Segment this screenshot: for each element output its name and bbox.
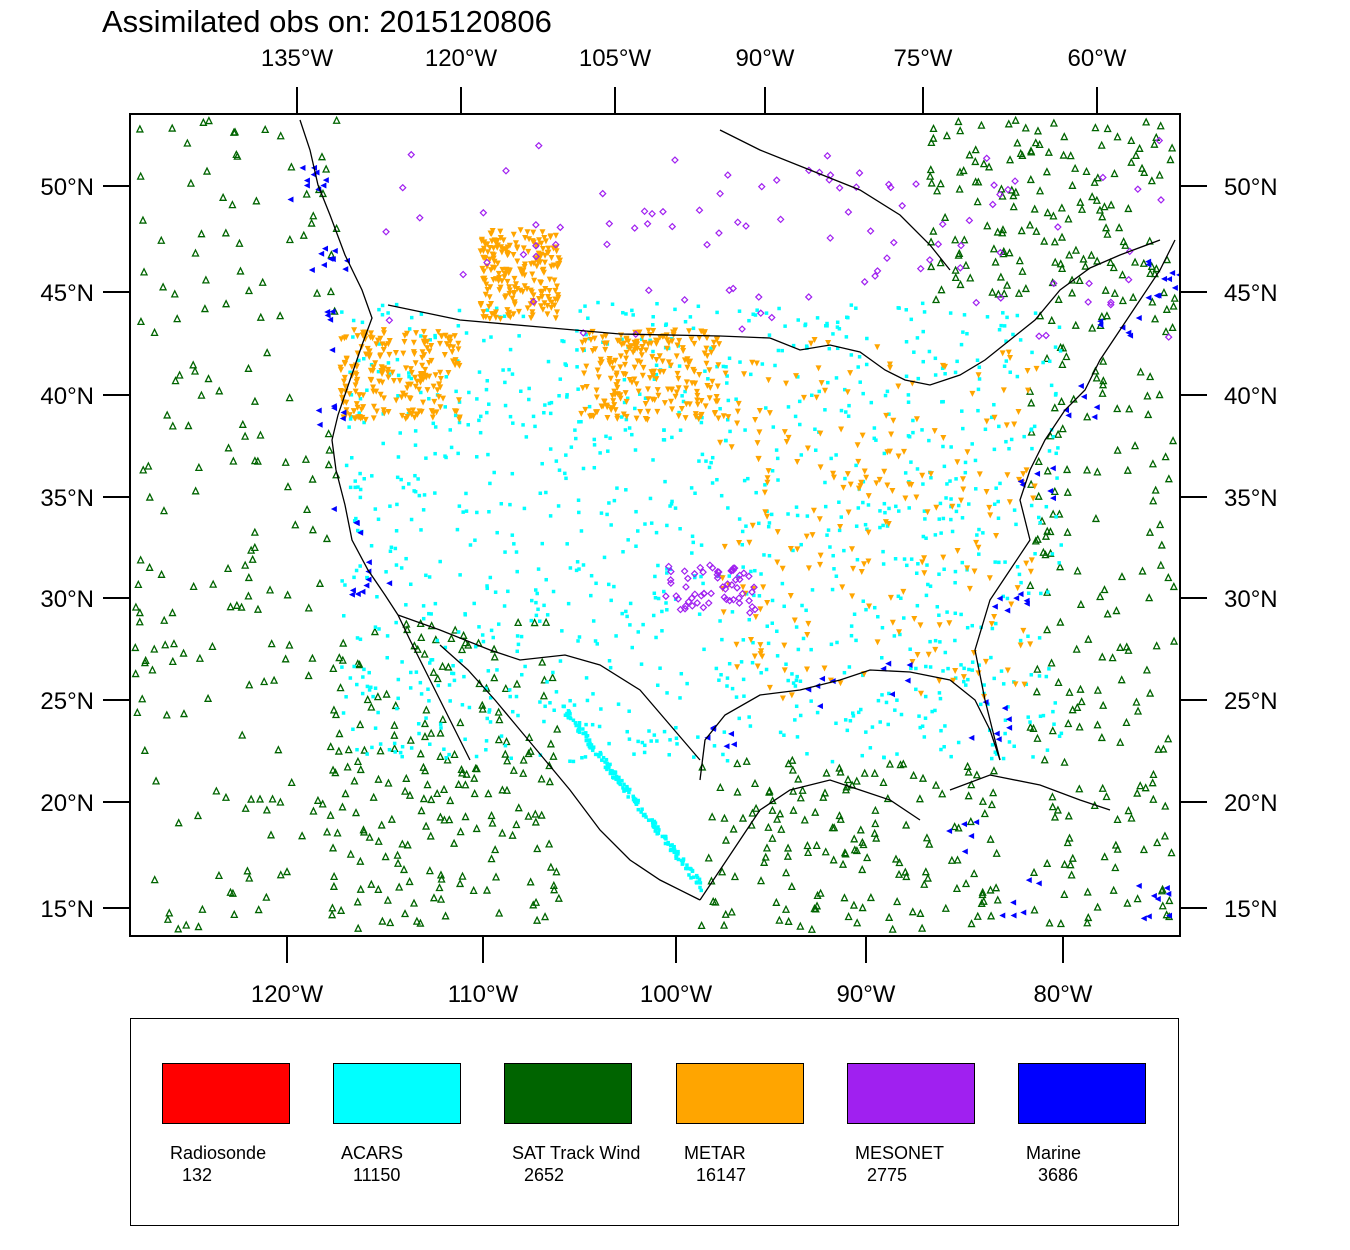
left-lat-label: 40°N xyxy=(40,383,94,410)
legend-swatch xyxy=(162,1063,290,1124)
right-lat-label: 35°N xyxy=(1224,485,1278,512)
right-lat-label: 20°N xyxy=(1224,790,1278,817)
legend-count: 3686 xyxy=(1038,1165,1079,1185)
legend: Radiosonde 132 ACARS 11150 SAT Track Wind 265… xyxy=(130,1018,1179,1226)
gulf-coast xyxy=(699,669,1001,781)
left-lat-label: 45°N xyxy=(40,280,94,307)
right-lat-label: 15°N xyxy=(1224,896,1278,923)
legend-count: 2652 xyxy=(524,1165,565,1185)
yucatan-coast xyxy=(699,779,921,901)
legend-label: MESONET xyxy=(855,1143,945,1163)
observation-markers xyxy=(131,115,1180,933)
left-lat-label: 50°N xyxy=(40,174,94,201)
legend-swatch xyxy=(1018,1063,1146,1124)
right-lat-label: 30°N xyxy=(1224,586,1278,613)
legend-item: Radiosonde 132 xyxy=(162,1063,292,1185)
left-lat-label: 30°N xyxy=(40,586,94,613)
bottom-axis-label: 110°W xyxy=(448,981,519,1008)
bottom-axis-label: 120°W xyxy=(251,981,324,1008)
legend-count: 132 xyxy=(182,1165,213,1185)
left-lat-label: 20°N xyxy=(40,790,94,817)
top-axis-label: 90°W xyxy=(736,45,795,72)
axis-labels: 135°W 120°W 105°W 90°W 75°W 60°W 120°W 110°W 100… xyxy=(40,45,1277,1008)
top-axis-label: 75°W xyxy=(894,45,953,72)
right-lat-label: 50°N xyxy=(1224,174,1278,201)
top-axis-label: 120°W xyxy=(425,45,498,72)
legend-label: ACARS xyxy=(341,1143,404,1163)
legend-label: SAT Track Wind xyxy=(512,1143,641,1163)
bottom-axis-label: 80°W xyxy=(1034,981,1093,1008)
mexico-coast xyxy=(439,644,701,901)
legend-count: 11150 xyxy=(353,1165,401,1185)
us-west-coast xyxy=(299,119,399,616)
legend-label: Radiosonde xyxy=(170,1143,267,1163)
legend-swatch xyxy=(676,1063,804,1124)
left-lat-label: 35°N xyxy=(40,485,94,512)
legend-count: 16147 xyxy=(696,1165,747,1185)
canada-border xyxy=(387,304,771,339)
legend-item: ACARS 11150 xyxy=(333,1063,463,1185)
map-title: Assimilated obs on: 2015120806 xyxy=(102,4,552,39)
legend-count: 2775 xyxy=(867,1165,908,1185)
us-mexico-border xyxy=(397,614,701,761)
legend-label: METAR xyxy=(684,1143,746,1163)
legend-item: SAT Track Wind 2652 xyxy=(504,1063,640,1185)
atlantic-coast xyxy=(974,239,1176,761)
great-lakes xyxy=(769,239,1161,386)
map-figure: 135°W 120°W 105°W 90°W 75°W 60°W 120°W 110°W 100… xyxy=(40,45,1277,1008)
legend-swatch xyxy=(333,1063,461,1124)
plot-frame xyxy=(129,113,1181,937)
legend-swatch xyxy=(504,1063,632,1124)
baja-california xyxy=(397,614,471,761)
top-axis-label: 105°W xyxy=(579,45,652,72)
right-lat-label: 45°N xyxy=(1224,280,1278,307)
top-axis-label: 135°W xyxy=(261,45,334,72)
hudson-bay-shore xyxy=(719,129,951,271)
top-axis-label: 60°W xyxy=(1068,45,1127,72)
bottom-axis-label: 90°W xyxy=(837,981,896,1008)
axis-ticks xyxy=(103,87,1207,963)
legend-item: METAR 16147 xyxy=(676,1063,806,1185)
right-lat-label: 40°N xyxy=(1224,383,1278,410)
cuba xyxy=(949,774,1111,811)
coastlines-and-borders xyxy=(299,119,1176,901)
legend-item: MESONET 2775 xyxy=(847,1063,977,1185)
left-lat-label: 15°N xyxy=(40,896,94,923)
left-lat-label: 25°N xyxy=(40,688,94,715)
legend-item: Marine 3686 xyxy=(1018,1063,1148,1185)
bottom-axis-label: 100°W xyxy=(640,981,713,1008)
legend-swatch xyxy=(847,1063,975,1124)
legend-label: Marine xyxy=(1026,1143,1082,1163)
right-lat-label: 25°N xyxy=(1224,688,1278,715)
